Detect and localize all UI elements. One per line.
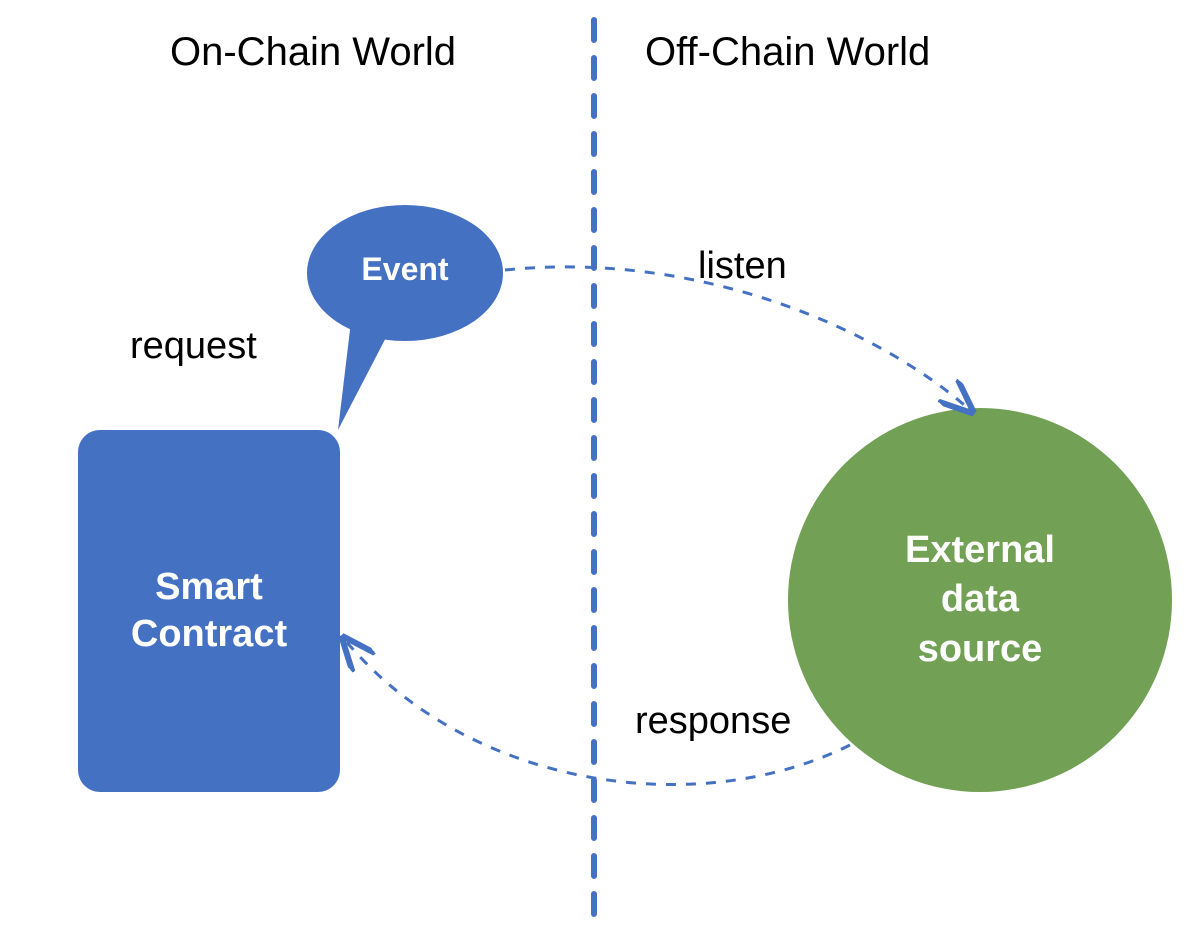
speech-bubble-icon: [307, 205, 503, 434]
diagram-canvas: On-Chain World Off-Chain World SmartCont…: [0, 0, 1188, 940]
edge-listen: [505, 267, 970, 410]
label-listen: listen: [698, 245, 787, 288]
node-smart-contract-label: SmartContract: [131, 564, 287, 659]
node-event-label: Event: [307, 251, 503, 288]
title-off-chain: Off-Chain World: [645, 30, 930, 75]
node-event: Event: [307, 205, 503, 434]
node-external-label: Externaldatasource: [905, 526, 1055, 674]
title-on-chain: On-Chain World: [170, 30, 456, 75]
node-external-data-source: Externaldatasource: [788, 408, 1172, 792]
label-response: response: [635, 700, 791, 743]
label-request: request: [130, 325, 257, 368]
node-smart-contract: SmartContract: [78, 430, 340, 792]
